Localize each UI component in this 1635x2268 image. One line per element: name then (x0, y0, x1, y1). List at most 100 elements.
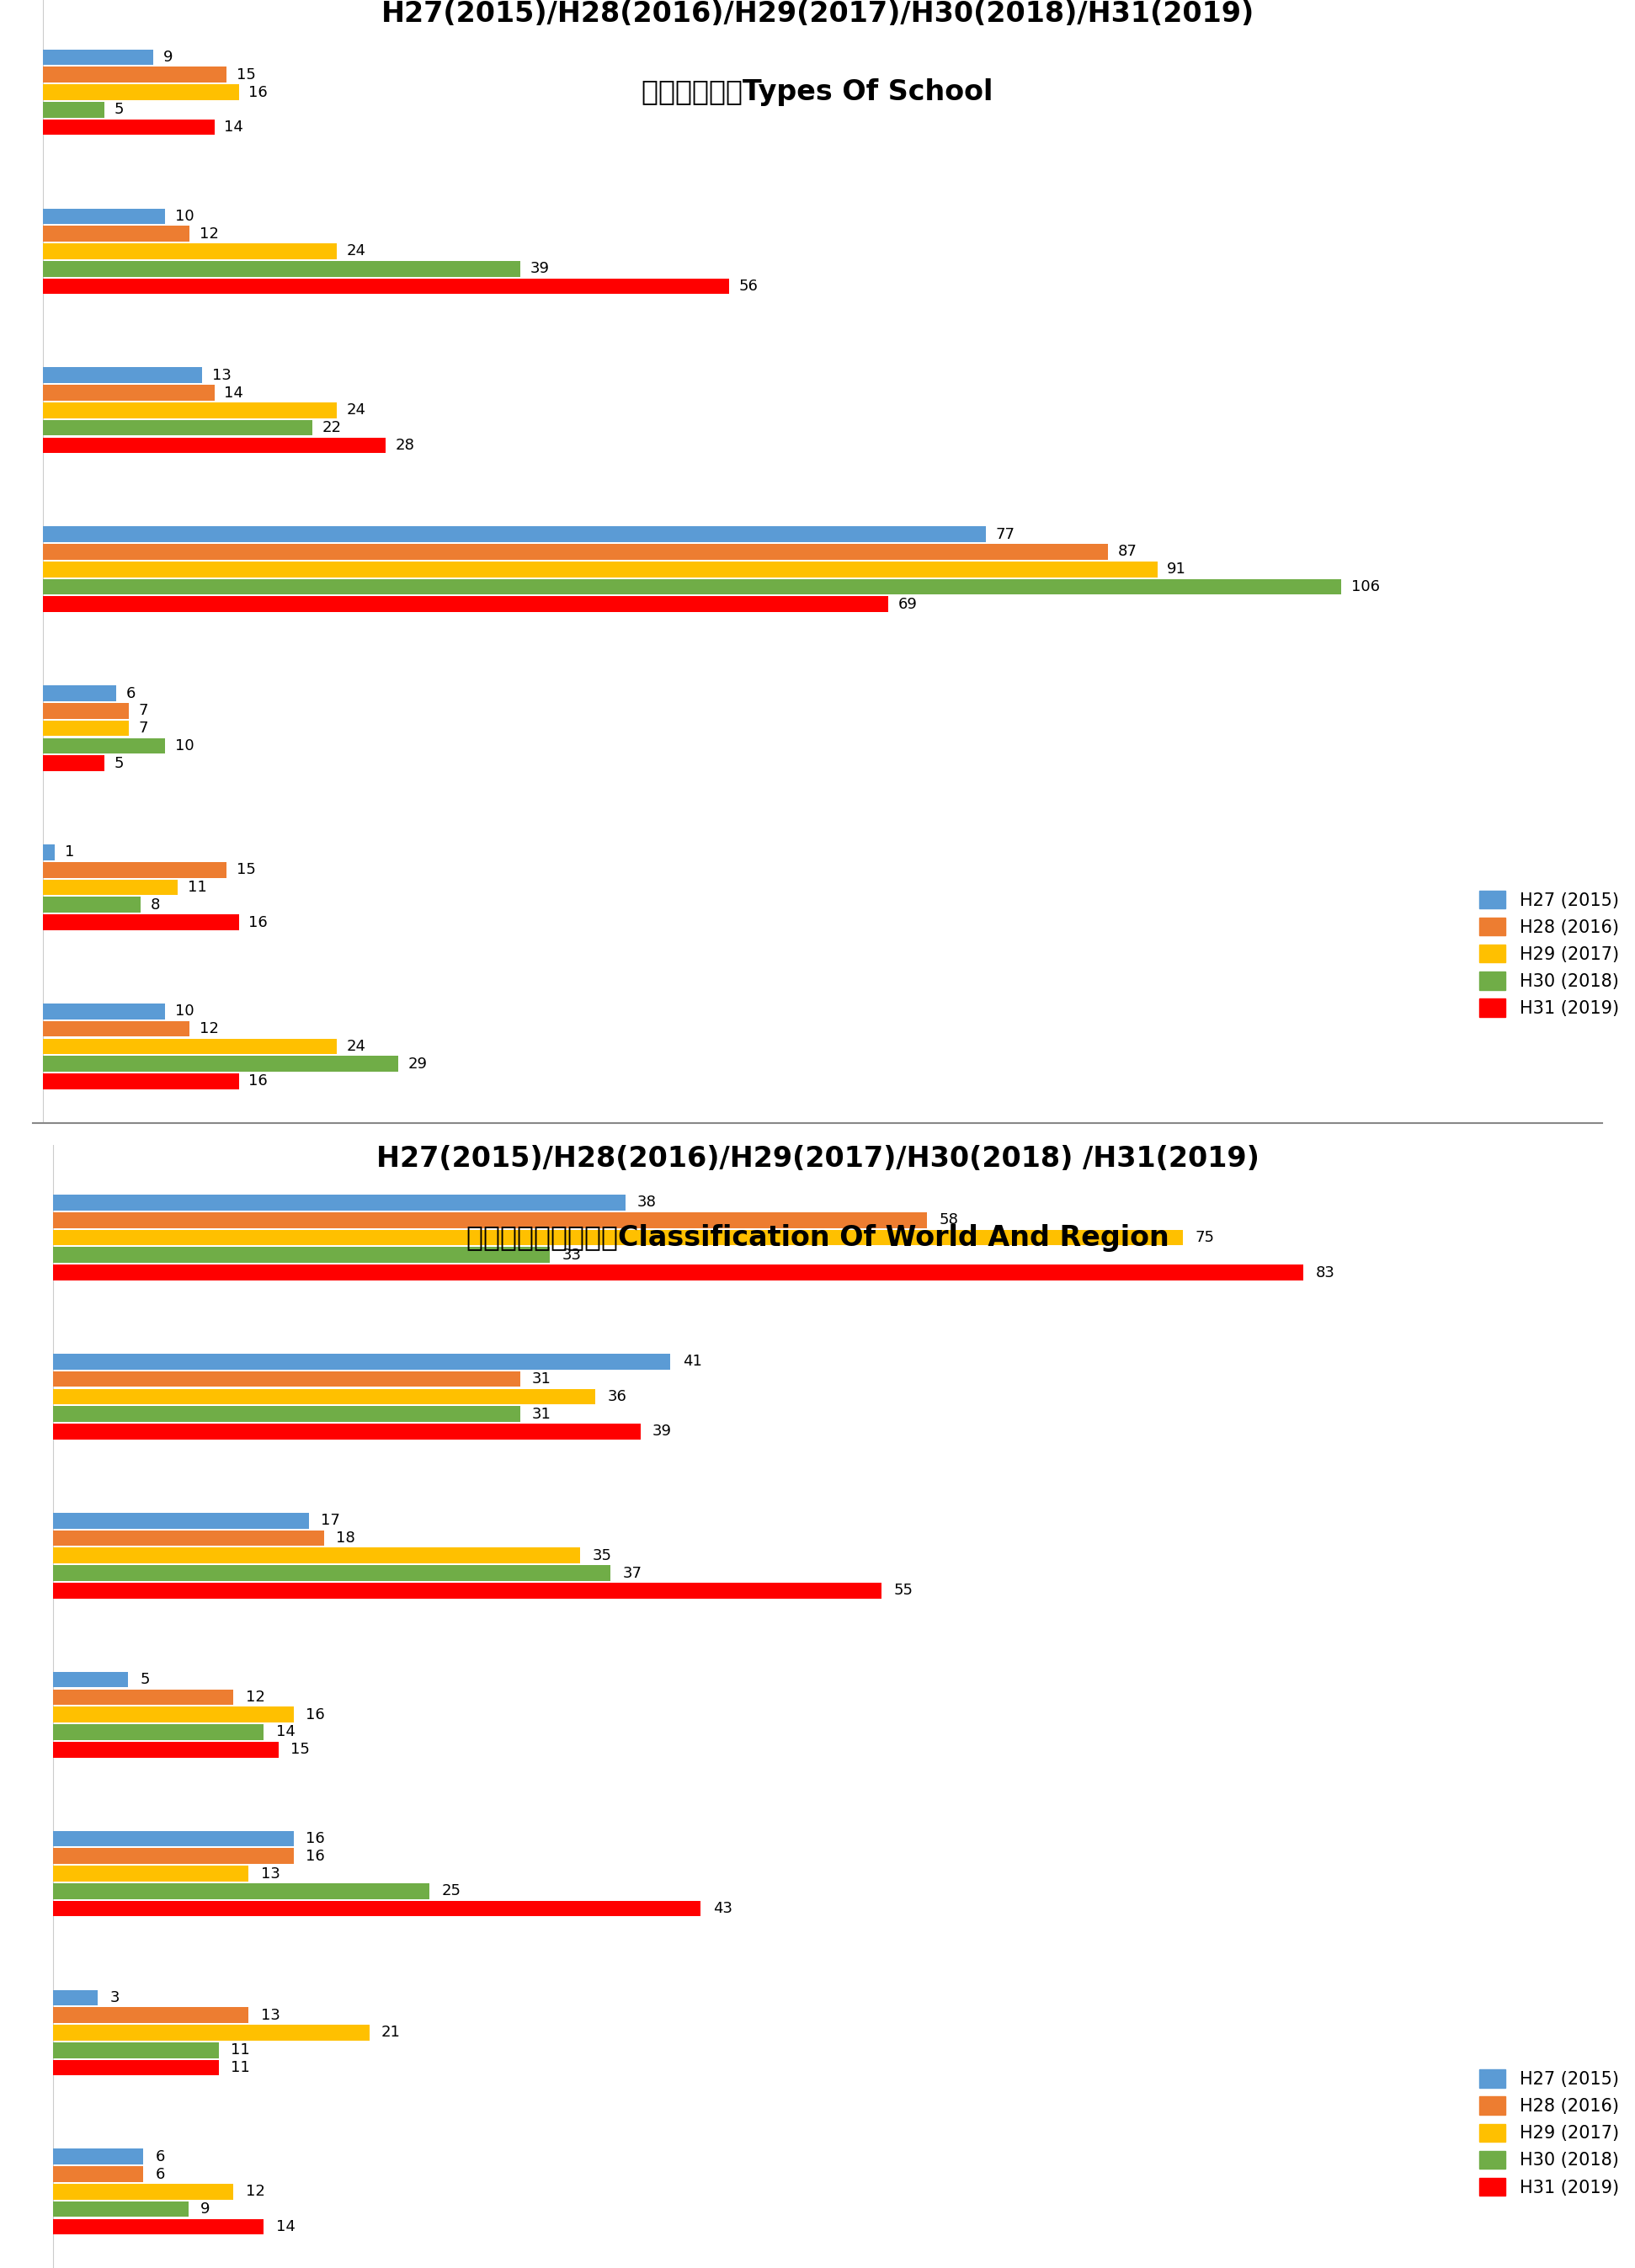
Text: 91: 91 (1167, 562, 1187, 576)
Text: 87: 87 (1118, 544, 1138, 560)
Bar (52, 1882, 430, 1898)
Bar (52, 1989, 98, 2005)
Bar (52, 2025, 370, 2041)
Bar (52, 1583, 881, 1599)
Text: 31: 31 (531, 1372, 551, 1386)
Bar (43, 544, 1109, 560)
Bar (52, 1229, 1184, 1245)
Text: 11: 11 (231, 2043, 250, 2057)
Bar (43, 1021, 190, 1036)
Text: 8: 8 (150, 898, 160, 912)
Bar (43, 261, 520, 277)
Text: 16: 16 (249, 914, 268, 930)
Bar (52, 1830, 294, 1846)
Text: 10: 10 (175, 737, 195, 753)
Text: 75: 75 (1195, 1229, 1215, 1245)
Bar (43, 755, 105, 771)
Text: 12: 12 (199, 227, 219, 240)
Text: H27(2015)/H28(2016)/H29(2017)/H30(2018) /H31(2019): H27(2015)/H28(2016)/H29(2017)/H30(2018) … (376, 1145, 1259, 1173)
Bar (52, 2184, 234, 2200)
Text: 39: 39 (652, 1424, 672, 1440)
Text: 36: 36 (607, 1388, 626, 1404)
Bar (43, 862, 227, 878)
Text: 15: 15 (237, 68, 255, 82)
Text: 37: 37 (623, 1565, 641, 1581)
Text: 5: 5 (114, 755, 124, 771)
Text: 24: 24 (347, 404, 366, 417)
Bar (52, 2007, 249, 2023)
Text: 14: 14 (276, 2218, 294, 2234)
Bar (43, 243, 337, 259)
Bar (52, 2166, 144, 2182)
Text: 11: 11 (188, 880, 206, 896)
Text: 6: 6 (155, 2150, 165, 2164)
Bar (43, 914, 239, 930)
Text: 16: 16 (306, 1708, 325, 1721)
Text: 9: 9 (201, 2202, 211, 2216)
Text: 5: 5 (141, 1672, 150, 1687)
Text: 16: 16 (306, 1848, 325, 1864)
Bar (43, 367, 203, 383)
Bar (43, 102, 105, 118)
Bar (43, 120, 214, 136)
Bar (52, 1901, 701, 1916)
Bar (43, 50, 154, 66)
Bar (43, 1002, 165, 1018)
Text: 58: 58 (938, 1213, 958, 1227)
Bar (52, 2041, 219, 2057)
Text: H27(2015)/H28(2016)/H29(2017)/H30(2018)/H31(2019): H27(2015)/H28(2016)/H29(2017)/H30(2018)/… (381, 0, 1254, 27)
Bar (43, 386, 214, 401)
Text: 21: 21 (381, 2025, 401, 2041)
Text: 38: 38 (638, 1195, 657, 1211)
Bar (52, 1424, 641, 1440)
Bar (52, 1690, 234, 1706)
Text: 33: 33 (562, 1247, 582, 1263)
Text: 15: 15 (291, 1742, 311, 1758)
Text: 6: 6 (126, 685, 136, 701)
Bar (52, 1531, 324, 1547)
Text: 15: 15 (237, 862, 255, 878)
Bar (43, 209, 165, 225)
Bar (43, 578, 1341, 594)
Text: 83: 83 (1316, 1266, 1334, 1279)
Text: 24: 24 (347, 243, 366, 259)
Text: 14: 14 (224, 120, 244, 134)
Text: 18: 18 (337, 1531, 355, 1547)
Bar (43, 279, 729, 295)
Bar (43, 401, 337, 417)
Bar (52, 1513, 309, 1529)
Bar (52, 1195, 625, 1211)
Text: 10: 10 (175, 209, 195, 225)
Text: 3: 3 (110, 1989, 119, 2005)
Bar (43, 737, 165, 753)
Text: 12: 12 (245, 2184, 265, 2200)
Bar (43, 1039, 337, 1055)
Bar (52, 1372, 520, 1388)
Legend: H27 (2015), H28 (2016), H29 (2017), H30 (2018), H31 (2019): H27 (2015), H28 (2016), H29 (2017), H30 … (1473, 2062, 1627, 2202)
Text: 29: 29 (407, 1057, 427, 1070)
Text: 56: 56 (739, 279, 757, 295)
Text: 16: 16 (249, 1073, 268, 1089)
Bar (43, 685, 116, 701)
Text: 55: 55 (894, 1583, 912, 1599)
Bar (52, 1672, 128, 1687)
Text: 22: 22 (322, 420, 342, 435)
Bar (52, 1724, 263, 1740)
Text: 10: 10 (175, 1005, 195, 1018)
Bar (43, 562, 1158, 576)
Bar (43, 880, 178, 896)
Text: 17: 17 (320, 1513, 340, 1529)
Bar (52, 2202, 188, 2218)
Bar (43, 84, 239, 100)
Text: 25: 25 (441, 1882, 461, 1898)
Bar (52, 1742, 280, 1758)
Bar (52, 1354, 670, 1370)
Text: 16: 16 (249, 84, 268, 100)
Text: 35: 35 (592, 1549, 611, 1563)
Text: 9: 9 (164, 50, 173, 66)
Bar (43, 438, 386, 454)
Bar (52, 1547, 580, 1563)
Text: 69: 69 (898, 596, 917, 612)
Bar (43, 66, 227, 82)
Text: 校種別件数：Types Of School: 校種別件数：Types Of School (643, 79, 992, 107)
